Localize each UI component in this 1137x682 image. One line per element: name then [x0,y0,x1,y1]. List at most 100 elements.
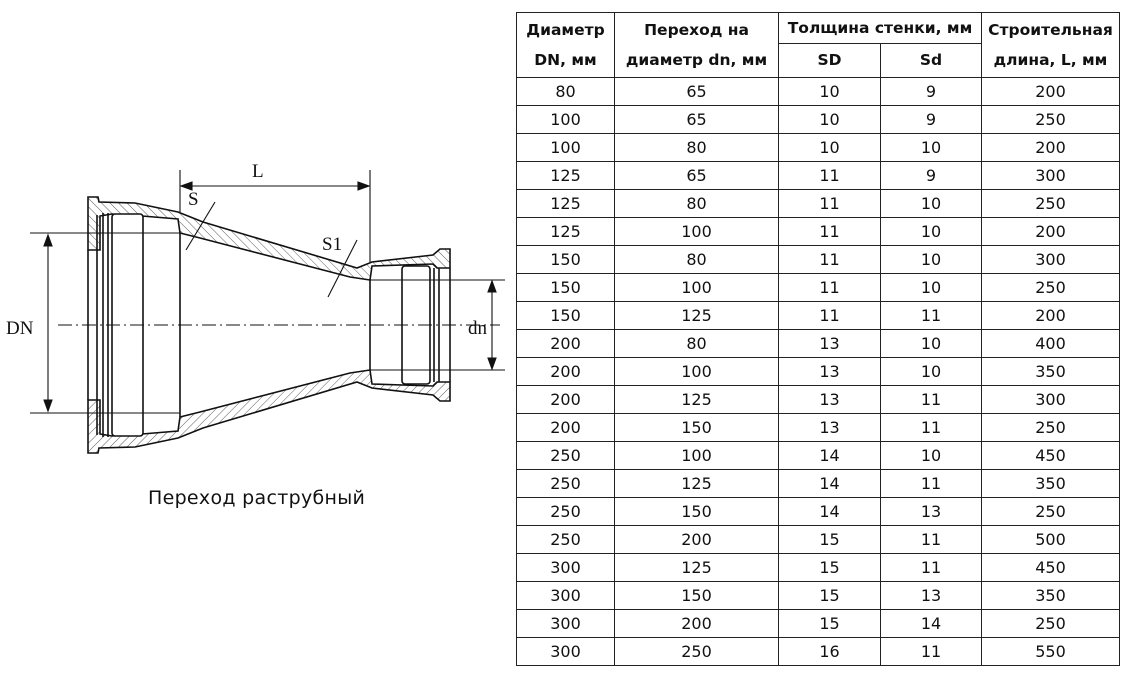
table-row: 250 200 15 11 500 [516,525,1120,554]
table-cell: 14 [778,497,881,526]
table-row: 250 150 14 13 250 [516,497,1120,526]
table-cell: 15 [778,581,881,610]
table-row: 200 80 13 10 400 [516,329,1120,358]
table-row: 80 65 10 9 200 [516,77,1120,106]
table-row: 150 100 11 10 250 [516,273,1120,302]
table-cell: 150 [614,581,779,610]
table-cell: 350 [981,581,1120,610]
table-cell: 100 [516,133,615,162]
table-cell: 11 [880,413,982,442]
table-cell: 125 [614,301,779,330]
table-cell: 10 [778,133,881,162]
table-cell: 450 [981,553,1120,582]
table-cell: 300 [981,245,1120,274]
header-length: Строительная длина, L, мм [981,12,1120,78]
table-cell: 150 [516,273,615,302]
table-cell: 200 [516,385,615,414]
table-row: 300 250 16 11 550 [516,637,1120,666]
table-row: 300 200 15 14 250 [516,609,1120,638]
table-cell: 15 [778,525,881,554]
dimensions-table: Диаметр DN, мм Переход на диаметр dn, мм Т… [516,12,1120,666]
table-cell: 10 [880,357,982,386]
table-cell: 300 [516,553,615,582]
table-cell: 80 [516,77,615,106]
table-row: 125 100 11 10 200 [516,217,1120,246]
table-cell: 16 [778,637,881,666]
table-row: 200 150 13 11 250 [516,413,1120,442]
header-wall: Толщина стенки, мм [778,12,982,44]
table-cell: 125 [614,469,779,498]
table-cell: 250 [516,497,615,526]
table-cell: 250 [981,189,1120,218]
table-cell: 300 [981,385,1120,414]
table-cell: 80 [614,245,779,274]
table-row: 100 80 10 10 200 [516,133,1120,162]
table-cell: 10 [778,77,881,106]
table-cell: 250 [981,273,1120,302]
table-row: 125 65 11 9 300 [516,161,1120,190]
header-sd: SD [778,43,881,78]
table-cell: 11 [778,273,881,302]
header-sd-small: Sd [880,43,982,78]
table-cell: 65 [614,77,779,106]
table-cell: 450 [981,441,1120,470]
table-cell: 300 [516,609,615,638]
table-cell: 15 [778,609,881,638]
table-cell: 65 [614,105,779,134]
table-cell: 125 [516,189,615,218]
table-cell: 250 [981,413,1120,442]
table-row: 150 125 11 11 200 [516,301,1120,330]
table-row: 250 100 14 10 450 [516,441,1120,470]
table-cell: 250 [614,637,779,666]
table-cell: 500 [981,525,1120,554]
table-cell: 10 [880,329,982,358]
table-cell: 125 [614,385,779,414]
table-cell: 100 [614,273,779,302]
table-cell: 65 [614,161,779,190]
table-cell: 250 [981,105,1120,134]
table-cell: 300 [981,161,1120,190]
label-DN: DN [6,318,34,339]
label-dn: dn [468,318,488,339]
table-cell: 250 [516,441,615,470]
table-row: 300 125 15 11 450 [516,553,1120,582]
table-cell: 9 [880,161,982,190]
table-cell: 10 [880,273,982,302]
table-cell: 13 [778,385,881,414]
table-cell: 10 [880,441,982,470]
table-cell: 80 [614,329,779,358]
dn-main-dimension [30,232,180,414]
table-cell: 250 [516,525,615,554]
header-dn-to: Переход на диаметр dn, мм [614,12,779,78]
table-cell: 80 [614,189,779,218]
table-cell: 200 [516,357,615,386]
table-cell: 9 [880,77,982,106]
table-cell: 10 [880,133,982,162]
table-cell: 11 [880,301,982,330]
table-cell: 200 [516,329,615,358]
table-cell: 200 [614,525,779,554]
table-cell: 100 [614,357,779,386]
table-cell: 125 [614,553,779,582]
table-cell: 200 [981,77,1120,106]
table-cell: 14 [880,609,982,638]
table-cell: 11 [880,385,982,414]
table-cell: 14 [778,469,881,498]
table-cell: 13 [880,581,982,610]
table-cell: 400 [981,329,1120,358]
table-row: 125 80 11 10 250 [516,189,1120,218]
table-cell: 11 [778,245,881,274]
table-cell: 10 [778,105,881,134]
table-cell: 11 [880,469,982,498]
table-cell: 100 [614,217,779,246]
table-cell: 200 [981,301,1120,330]
table-cell: 100 [614,441,779,470]
table-cell: 200 [516,413,615,442]
table-cell: 125 [516,217,615,246]
table-row: 250 125 14 11 350 [516,469,1120,498]
table-cell: 250 [981,497,1120,526]
table-cell: 10 [880,189,982,218]
table-cell: 150 [516,245,615,274]
table-cell: 80 [614,133,779,162]
table-cell: 10 [880,217,982,246]
